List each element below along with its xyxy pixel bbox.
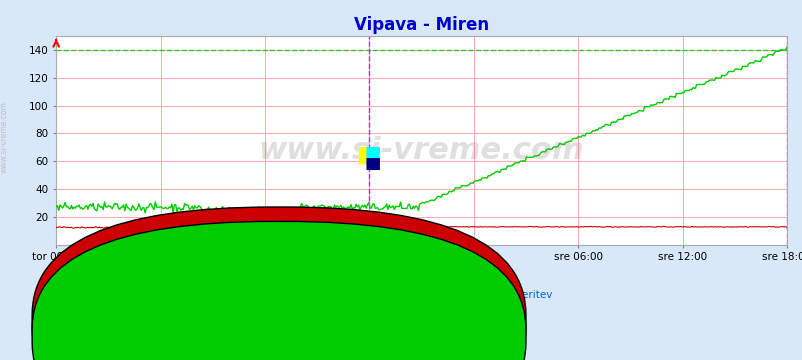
Text: navpična črta - razdelek 24 ur: navpična črta - razdelek 24 ur [322, 306, 480, 316]
Text: 12,1: 12,1 [148, 326, 173, 336]
Text: maks.:: maks.: [205, 313, 242, 323]
Title: Vipava - Miren: Vipava - Miren [354, 17, 488, 35]
Text: zadnja dva dni / 5 minut.: zadnja dva dni / 5 minut. [336, 274, 466, 284]
Text: sedaj:: sedaj: [32, 313, 70, 323]
Text: Meritve: maksimalne  Enote: metrične  Črta: 95% meritev: Meritve: maksimalne Enote: metrične Črta… [250, 290, 552, 300]
FancyBboxPatch shape [358, 147, 372, 165]
Text: 25,4: 25,4 [92, 340, 117, 350]
Text: ZGODOVINSKE IN TRENUTNE VREDNOSTI: ZGODOVINSKE IN TRENUTNE VREDNOSTI [32, 301, 238, 311]
Text: www.si-vreme.com: www.si-vreme.com [258, 136, 584, 165]
Text: temperatura[C]: temperatura[C] [289, 326, 376, 336]
Text: Vipava - Miren: Vipava - Miren [273, 313, 360, 323]
FancyBboxPatch shape [366, 158, 379, 170]
Text: 142,0: 142,0 [205, 340, 236, 350]
Text: Slovenija / reke in morje.: Slovenija / reke in morje. [336, 257, 466, 267]
Text: 52,9: 52,9 [148, 340, 173, 350]
Text: povpr.:: povpr.: [148, 313, 192, 323]
Text: 13,4: 13,4 [205, 326, 229, 336]
Text: 142,0: 142,0 [32, 340, 63, 350]
Text: 11,0: 11,0 [92, 326, 117, 336]
Text: pretok[m3/s]: pretok[m3/s] [289, 340, 363, 350]
FancyBboxPatch shape [366, 147, 379, 165]
Text: www.si-vreme.com: www.si-vreme.com [0, 101, 9, 173]
Text: min.:: min.: [92, 313, 124, 323]
Text: 12,9: 12,9 [32, 326, 57, 336]
